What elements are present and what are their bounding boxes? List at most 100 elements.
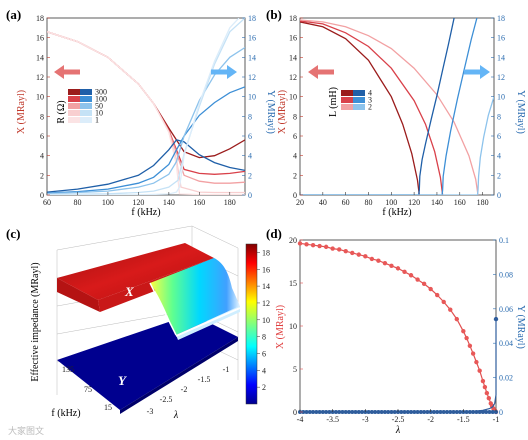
surface-label-y: Y	[118, 373, 127, 388]
y-left-tick-label-12-B: 12	[289, 73, 297, 82]
marker-y-36	[415, 410, 420, 414]
y-right-tick-label-18-B: 18	[497, 14, 505, 23]
legend-swatch-blue-50	[80, 103, 92, 109]
marker-y-49	[458, 410, 463, 414]
marker-x-1	[304, 242, 309, 247]
y-right-tick-label-14-A: 14	[248, 53, 256, 62]
marker-y-11	[333, 410, 338, 414]
marker-x-18	[415, 277, 420, 282]
x-tick-label-20-B: 20	[296, 198, 304, 207]
marker-y-2	[304, 410, 309, 414]
marker-x-28	[470, 351, 476, 356]
y-right-tick-label-12-A: 12	[248, 73, 256, 82]
marker-y-18	[356, 410, 361, 414]
y-right-tick-label-0.06-d: 0.06	[499, 305, 513, 314]
marker-y-15	[347, 410, 351, 414]
x-tick-label-100-B: 100	[385, 198, 397, 207]
marker-y-1	[301, 410, 306, 414]
marker-x-12	[376, 258, 381, 263]
ticks-d: -4 -3.5 -3 -2.5 -2 -1.5 -10510152000.020.040.0…	[289, 236, 513, 424]
marker-x-23	[448, 307, 453, 312]
colorbar-tick-label-16: 16	[262, 265, 270, 274]
x-label-d: λ	[395, 425, 401, 436]
marker-x-17	[408, 273, 414, 278]
marker-y-46	[448, 410, 453, 414]
arrow-left-red-a	[54, 65, 80, 79]
x-tick-label-80-B: 80	[364, 198, 372, 207]
x-label-b: f (kHz)	[382, 207, 411, 218]
marker-x-26	[464, 335, 469, 341]
x-tick-label--1-d: -1	[493, 415, 500, 424]
marker-y-3	[307, 410, 312, 414]
y-left-tick-label-5-d: 5	[293, 365, 297, 374]
y-right-tick-label-2-A: 2	[248, 171, 252, 180]
freq-tick-label-0: 135	[62, 365, 74, 374]
x-tick-label--4-d: -4	[297, 415, 304, 424]
marker-y-9	[327, 410, 332, 414]
marker-x-0	[297, 241, 303, 246]
series-y-100-A	[47, 86, 245, 194]
y-left-tick-label-16-B: 16	[289, 34, 297, 43]
marker-x-16	[402, 269, 407, 275]
y-left-tick-label-2-A: 2	[40, 171, 44, 180]
y-left-tick-label-0-d: 0	[293, 408, 297, 417]
marker-x-29	[474, 359, 479, 365]
y-right-label-b: Y (MRayl)	[515, 90, 526, 134]
y-left-tick-label-4-A: 4	[40, 152, 44, 161]
y-left-tick-label-8-B: 8	[293, 112, 297, 121]
y-right-label-d: Y (MRayl)	[515, 305, 526, 349]
y-left-tick-label-6-A: 6	[40, 132, 44, 141]
legend-swatch-red-10	[68, 110, 80, 116]
marker-x-15	[395, 266, 401, 271]
y-right-tick-label-2-B: 2	[497, 171, 501, 180]
marker-x-27	[467, 343, 473, 348]
marker-x-34	[486, 396, 492, 401]
x-tick-label-160-A: 160	[193, 198, 205, 207]
y-right-tick-label-0-B: 0	[497, 191, 501, 200]
marker-y-16	[350, 410, 355, 414]
y-right-tick-label-0.04-d: 0.04	[499, 339, 513, 348]
legend-label-3: 3	[368, 96, 372, 105]
plot-frame-d	[299, 239, 497, 413]
x-tick-label--3-d: -3	[362, 415, 369, 424]
y-right-tick-label-0-d: 0	[499, 408, 503, 417]
ticks-b: 20 40 60 80 100 120 140 160 180 0 0 2 2 4 4 6 6 8 8 10 10 12 1…	[289, 14, 505, 207]
z-label-c: Effective impedance (MRayl)	[30, 262, 41, 381]
marker-x-7	[343, 248, 348, 254]
series-y-d	[300, 319, 497, 413]
marker-y-14	[343, 410, 348, 414]
panel-label-c: (c)	[6, 226, 20, 241]
marker-y-24	[376, 410, 381, 414]
colorbar-tick-label-18: 18	[262, 248, 270, 257]
x-tick-label-140-B: 140	[431, 198, 443, 207]
legend-title-b: L (mH)	[328, 87, 339, 117]
marker-x-21	[435, 292, 440, 298]
y-left-tick-label-20-d: 20	[289, 236, 297, 245]
y-right-tick-label-10-B: 10	[497, 93, 505, 102]
marker-x-20	[428, 286, 433, 292]
marker-x-22	[441, 299, 446, 305]
x-tick-label-60-B: 60	[342, 198, 350, 207]
y-left-tick-label-6-B: 6	[293, 132, 297, 141]
series-x-4-B	[300, 21, 420, 195]
panel-b: (b) 20 40 60 80 100 120 140 160 180 0 0 2 2 4 4 6 6 8 8 10 1…	[266, 7, 526, 218]
y-left-tick-label-10-d: 10	[289, 322, 297, 331]
series-y-2-B	[300, 96, 494, 195]
surface-x-side	[57, 278, 100, 312]
panel-label-a: (a)	[6, 7, 21, 22]
legend-swatch-red-100	[68, 96, 80, 102]
x-tick-label-140-A: 140	[163, 198, 175, 207]
panel-c: (c) X Y	[6, 225, 270, 421]
y-left-label-a: X (MRayl)	[16, 90, 27, 134]
y-left-tick-label-10-A: 10	[36, 93, 44, 102]
legend-swatch-red-3	[341, 97, 353, 103]
marker-y-28	[389, 410, 394, 414]
marker-y-4	[311, 410, 316, 414]
marker-x-25	[461, 328, 466, 334]
x-tick-label--2.5-d: -2.5	[392, 415, 405, 424]
ticks-c: -3 -2.5 -2 -1.5 -1 135 75 15	[62, 365, 229, 416]
y-right-tick-label-14-B: 14	[497, 53, 505, 62]
marker-y-43	[438, 410, 443, 414]
arrow-right-blue-a	[211, 65, 237, 79]
legend-swatch-red-300	[68, 89, 80, 95]
